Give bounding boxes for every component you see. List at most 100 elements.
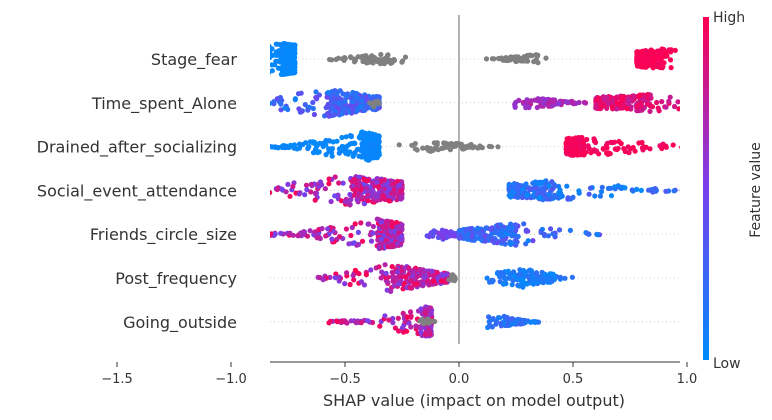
shap-point (243, 66, 248, 71)
shap-point (737, 144, 742, 149)
shap-point (469, 233, 475, 239)
shap-point (723, 95, 728, 100)
shap-point (650, 56, 657, 62)
shap-point (342, 281, 348, 287)
shap-point (557, 187, 563, 193)
shap-point (398, 196, 404, 202)
x-tick-label: −1.0 (215, 372, 247, 387)
shap-point (329, 236, 335, 242)
shap-point (528, 319, 534, 325)
shap-point (238, 63, 243, 68)
shap-point (312, 197, 318, 203)
shap-point (650, 65, 656, 71)
shap-point (507, 272, 513, 278)
shap-point (725, 144, 730, 149)
shap-point (531, 59, 537, 65)
shap-point (366, 135, 372, 141)
shap-point (685, 104, 690, 109)
shap-point (388, 178, 394, 184)
shap-point (334, 138, 340, 144)
shap-point (657, 48, 663, 55)
x-axis-title: SHAP value (impact on model output) (323, 391, 625, 410)
x-axis: −1.5−1.0−0.50.00.51.01.5 SHAP value (imp… (101, 361, 697, 410)
shap-point (366, 157, 372, 163)
shap-point (343, 150, 349, 156)
shap-point (240, 50, 245, 55)
shap-point (255, 143, 260, 148)
shap-point (491, 56, 497, 62)
shap-point (262, 54, 267, 59)
shap-point (663, 49, 670, 55)
shap-point (358, 187, 364, 193)
shap-point (350, 272, 356, 279)
shap-point (482, 233, 488, 239)
shap-point (527, 187, 533, 193)
shap-point (264, 231, 269, 236)
shap-point (486, 143, 492, 149)
shap-point (326, 181, 332, 187)
shap-point (418, 306, 424, 312)
shap-point (634, 54, 641, 60)
shap-point (380, 188, 386, 194)
shap-point (394, 269, 400, 275)
shap-point (663, 104, 669, 110)
shap-point (608, 193, 615, 199)
shap-point (418, 325, 424, 331)
shap-point (310, 139, 316, 145)
shap-point (333, 56, 339, 63)
shap-point (252, 101, 257, 106)
shap-point (353, 186, 359, 192)
shap-point (290, 183, 296, 190)
feature-label: Time_spent_Alone (91, 94, 237, 114)
shap-point (509, 282, 515, 288)
shap-point (694, 144, 699, 149)
shap-point (448, 277, 455, 283)
shap-point (257, 185, 262, 190)
shap-point (530, 274, 536, 280)
shap-point (270, 190, 273, 196)
shap-point (499, 238, 505, 244)
shap-point (275, 185, 281, 191)
shap-point (287, 47, 293, 54)
shap-point (384, 59, 390, 65)
shap-point (434, 269, 440, 276)
shap-point (644, 49, 650, 55)
shap-point (532, 97, 538, 103)
shap-point (661, 60, 667, 66)
shap-point (654, 99, 660, 106)
shap-point (765, 56, 770, 61)
shap-point (423, 332, 429, 338)
shap-point (400, 58, 406, 64)
shap-point (679, 188, 680, 192)
shap-point (270, 231, 274, 237)
shap-point (382, 313, 388, 319)
shap-point (310, 105, 316, 112)
shap-point (383, 237, 389, 243)
shap-point (599, 184, 605, 190)
shap-point (498, 222, 504, 228)
shap-point (361, 200, 368, 207)
shap-point (373, 133, 379, 139)
shap-point (612, 95, 618, 101)
shap-point (263, 50, 268, 55)
shap-point (698, 144, 703, 149)
shap-point (429, 268, 435, 274)
shap-point (270, 70, 271, 76)
shap-point (383, 182, 389, 188)
shap-point (329, 104, 335, 111)
shap-point (605, 151, 611, 157)
shap-point (322, 186, 328, 192)
shap-point (412, 276, 418, 282)
shap-point (719, 144, 724, 149)
shap-point (740, 102, 745, 107)
shap-point (239, 54, 244, 59)
shap-point (370, 223, 376, 230)
shap-point (239, 189, 244, 194)
shap-point (535, 52, 541, 58)
shap-point (363, 272, 369, 278)
shap-point (555, 101, 562, 107)
shap-point (524, 52, 531, 59)
shap-point (361, 57, 367, 64)
shap-point (457, 234, 463, 241)
colorbar: High Low Feature value (703, 10, 764, 372)
